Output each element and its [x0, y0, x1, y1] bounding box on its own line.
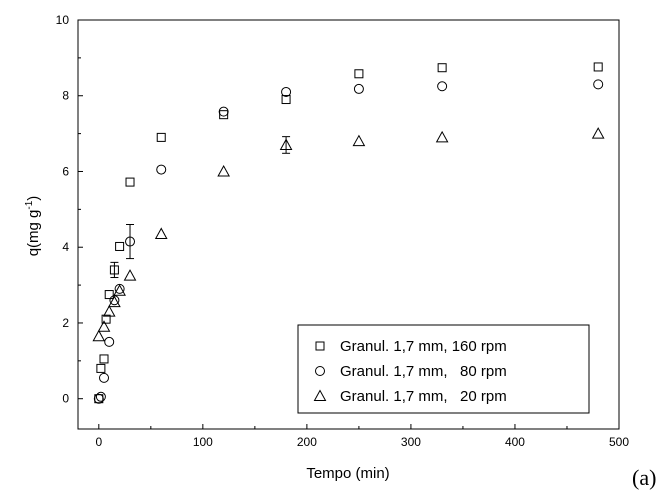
data-point-triangle — [108, 295, 121, 308]
data-point-circle — [218, 106, 229, 117]
data-point-square — [125, 177, 135, 187]
data-point-square — [593, 62, 603, 72]
data-point-circle — [156, 164, 167, 175]
x-tick-label-5: 500 — [609, 435, 629, 449]
y-tick-label-5: 10 — [56, 13, 70, 27]
y-tick-label-3: 6 — [62, 164, 69, 178]
legend-marker-square — [315, 341, 325, 351]
data-point-triangle — [97, 320, 111, 332]
data-point-circle — [93, 393, 104, 404]
legend-box — [297, 324, 590, 414]
y-tick-label-2: 4 — [62, 240, 69, 254]
x-tick-label-4: 400 — [505, 435, 525, 449]
x-axis-ticks: 0 100 200 300 400 500 — [95, 424, 629, 449]
x-tick-label-3: 300 — [401, 435, 421, 449]
data-point-square — [99, 354, 109, 364]
data-point-triangle — [102, 305, 116, 317]
legend-label-0: Granul. 1,7 mm, 160 rpm — [340, 338, 507, 355]
y-tick-label-0: 0 — [62, 392, 69, 406]
data-point-triangle — [113, 284, 126, 296]
data-point-triangle — [591, 127, 605, 139]
data-point-square — [219, 110, 229, 120]
y-tick-label-4: 8 — [62, 89, 69, 103]
legend: Granul. 1,7 mm, 160 rpm Granul. 1,7 mm, 8… — [297, 324, 590, 414]
data-point-triangle — [352, 134, 366, 147]
series-triangle — [92, 127, 605, 342]
data-point-triangle — [92, 329, 106, 342]
data-point-circle — [437, 81, 448, 92]
x-tick-label-1: 100 — [193, 435, 213, 449]
data-point-triangle — [154, 227, 168, 239]
data-point-square — [156, 132, 166, 142]
plot-area-frame — [77, 19, 620, 430]
data-point-circle — [125, 236, 136, 247]
data-point-square — [437, 63, 447, 73]
y-axis-title: q(mg g-1) — [24, 196, 42, 257]
legend-label-2: Granul. 1,7 mm, 20 rpm — [340, 388, 507, 405]
data-point-circle — [99, 372, 110, 383]
panel-label: (a) — [632, 465, 656, 490]
data-point-square — [115, 241, 125, 251]
legend-marker-circle — [315, 366, 325, 376]
data-point-triangle — [435, 130, 449, 143]
x-tick-label-0: 0 — [95, 435, 102, 449]
legend-marker-triangle — [313, 389, 327, 401]
data-point-square — [104, 290, 114, 300]
data-point-circle — [95, 391, 106, 402]
data-point-circle — [353, 83, 364, 94]
data-point-square — [96, 363, 106, 373]
data-point-square — [101, 314, 111, 324]
data-point-square — [109, 265, 119, 275]
data-point-triangle — [217, 164, 230, 177]
data-point-square — [281, 95, 291, 105]
data-point-triangle — [279, 138, 293, 150]
data-point-circle — [104, 336, 115, 347]
data-point-triangle — [123, 269, 137, 281]
legend-label-1: Granul. 1,7 mm, 80 rpm — [340, 363, 507, 380]
x-tick-label-2: 200 — [297, 435, 317, 449]
data-point-circle — [593, 79, 604, 90]
series-circle — [93, 79, 604, 404]
y-tick-label-1: 2 — [62, 316, 69, 330]
data-point-circle — [281, 86, 292, 97]
y-axis-ticks: 0 2 4 6 8 10 — [56, 13, 83, 406]
data-series — [92, 62, 605, 404]
x-axis-title: Tempo (min) — [306, 465, 389, 482]
data-point-square — [354, 69, 364, 79]
